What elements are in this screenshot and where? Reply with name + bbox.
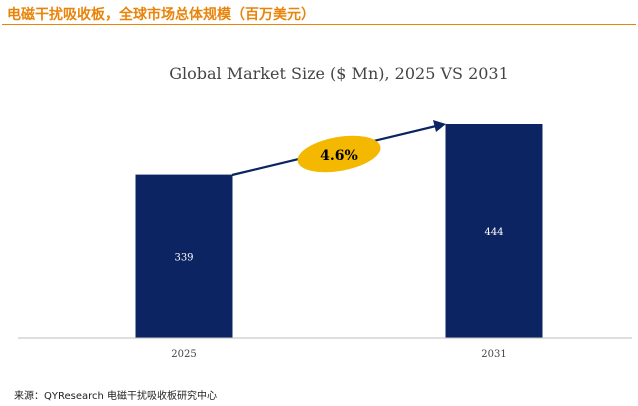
x-tick-label: 2025 bbox=[171, 349, 196, 360]
growth-ellipse bbox=[297, 135, 381, 173]
header-divider bbox=[2, 24, 636, 25]
bar-2025 bbox=[135, 174, 233, 338]
growth-annotation: 4.6% bbox=[231, 120, 446, 177]
bars-group: 339 2025 444 2031 bbox=[135, 124, 543, 360]
page-title: 电磁干扰吸收板，全球市场总体规模（百万美元） bbox=[7, 7, 315, 23]
chart-title: Global Market Size ($ Mn), 2025 VS 2031 bbox=[169, 64, 509, 83]
source-note: 来源：QYResearch 电磁干扰吸收板研究中心 bbox=[14, 391, 218, 402]
growth-rate-label: 4.6% bbox=[320, 148, 358, 164]
bar-value-label: 444 bbox=[484, 227, 503, 238]
bar-2031 bbox=[445, 124, 543, 338]
bar-value-label: 339 bbox=[174, 252, 193, 263]
arrow-head-icon bbox=[433, 120, 446, 132]
x-tick-label: 2031 bbox=[481, 349, 506, 360]
